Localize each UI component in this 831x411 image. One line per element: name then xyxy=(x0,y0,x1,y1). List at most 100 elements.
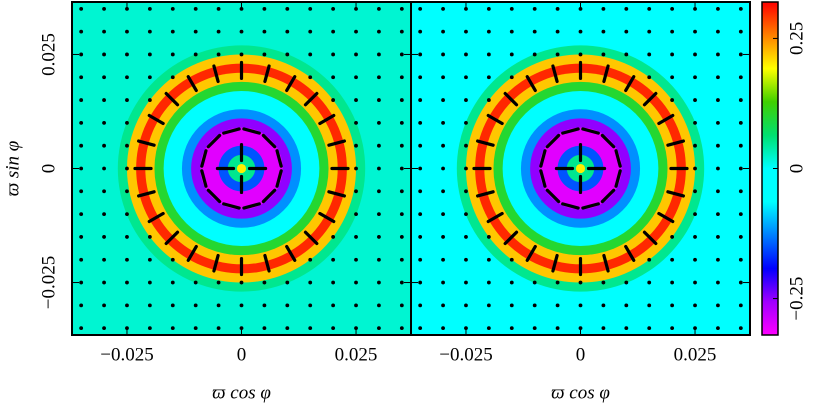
vector-dot xyxy=(441,166,445,171)
vector-dash xyxy=(476,139,495,147)
vector-dot xyxy=(170,280,175,285)
vector-dot xyxy=(693,189,697,194)
vector-dot xyxy=(578,52,583,57)
vector-dash xyxy=(642,230,658,246)
vector-dot xyxy=(399,303,404,308)
vector-dot xyxy=(441,235,445,239)
vector-dot xyxy=(509,326,514,331)
vector-dot xyxy=(285,52,290,57)
vector-dot xyxy=(125,143,129,148)
vector-dash xyxy=(657,211,675,224)
vector-dot xyxy=(354,29,358,34)
vector-dot xyxy=(308,303,313,308)
vector-dot xyxy=(441,189,445,194)
vector-dot xyxy=(716,143,720,148)
vector-dot xyxy=(102,326,106,331)
vector-dot xyxy=(716,29,720,34)
vector-dot xyxy=(262,52,267,57)
vector-dot xyxy=(147,52,152,57)
vector-dot xyxy=(331,303,336,308)
vector-dot xyxy=(716,257,720,262)
vector-dot xyxy=(441,212,445,217)
vector-dot xyxy=(532,326,537,331)
vector-dot xyxy=(738,98,743,102)
vector-dot xyxy=(716,326,720,331)
vector-dot xyxy=(555,6,560,11)
vector-dot xyxy=(399,189,404,194)
vector-dot xyxy=(170,257,175,262)
vector-dot xyxy=(354,143,358,148)
vector-dot xyxy=(331,52,336,57)
y-tick-label: −0.025 xyxy=(38,256,59,309)
vector-dot xyxy=(716,189,720,194)
vector-dot xyxy=(693,303,697,308)
vector-dot xyxy=(79,6,84,11)
vector-dot xyxy=(532,280,537,285)
vector-dot xyxy=(441,280,445,285)
vector-dot xyxy=(693,52,697,57)
vector-dot xyxy=(418,235,423,239)
vector-dot xyxy=(578,280,583,285)
vector-dot xyxy=(464,280,468,285)
vector-dot xyxy=(147,98,152,102)
vector-dot xyxy=(79,120,84,125)
heat-ring xyxy=(575,163,586,174)
vector-dot xyxy=(578,303,583,308)
vector-dot xyxy=(441,75,445,80)
vector-dash xyxy=(318,211,336,224)
vector-dot xyxy=(399,257,404,262)
vector-dot xyxy=(693,235,697,239)
vector-dash xyxy=(285,244,297,262)
vector-dot xyxy=(125,52,129,57)
vector-dot xyxy=(331,6,336,11)
vector-dot xyxy=(418,120,423,125)
vector-dot xyxy=(377,326,381,331)
vector-dot xyxy=(441,6,445,11)
vector-dash xyxy=(164,230,180,246)
vector-dot xyxy=(670,75,675,80)
vector-dot xyxy=(193,29,198,34)
vector-dot xyxy=(601,326,606,331)
vector-dot xyxy=(486,280,491,285)
vector-dot xyxy=(647,29,652,34)
x-tick-label: −0.025 xyxy=(100,344,153,365)
vector-dash xyxy=(222,202,241,210)
vector-dot xyxy=(262,303,267,308)
vector-dot xyxy=(670,326,675,331)
vector-dot xyxy=(716,98,720,102)
vector-dot xyxy=(285,6,290,11)
vector-dot xyxy=(738,29,743,34)
vector-dot xyxy=(418,280,423,285)
vector-dash xyxy=(581,202,600,210)
vector-dot xyxy=(647,6,652,11)
vector-dot xyxy=(441,143,445,148)
vector-dot xyxy=(262,6,267,11)
colorbar-tick-label: 0 xyxy=(786,164,807,174)
vector-dot xyxy=(693,98,697,102)
y-tick-label: 0 xyxy=(38,164,59,174)
vector-dot xyxy=(216,303,221,308)
vector-dot xyxy=(555,303,560,308)
vector-dash xyxy=(222,127,241,135)
vector-dot xyxy=(79,29,84,34)
vector-dot xyxy=(441,29,445,34)
vector-dot xyxy=(693,280,697,285)
vector-dot xyxy=(102,189,106,194)
vector-dot xyxy=(125,75,129,80)
vector-dot xyxy=(670,52,675,57)
vector-dot xyxy=(125,98,129,102)
vector-dot xyxy=(670,29,675,34)
vector-dot xyxy=(170,303,175,308)
vector-dot xyxy=(170,326,175,331)
vector-dot xyxy=(738,303,743,308)
vector-dot xyxy=(79,235,84,239)
vector-dash xyxy=(486,211,504,224)
vector-dot xyxy=(331,75,336,80)
vector-dash xyxy=(600,133,616,149)
vector-dot xyxy=(377,257,381,262)
vector-dot xyxy=(216,52,221,57)
vector-dot xyxy=(624,326,629,331)
vector-dot xyxy=(79,166,84,171)
vector-dot xyxy=(377,189,381,194)
vector-dash xyxy=(164,91,180,107)
